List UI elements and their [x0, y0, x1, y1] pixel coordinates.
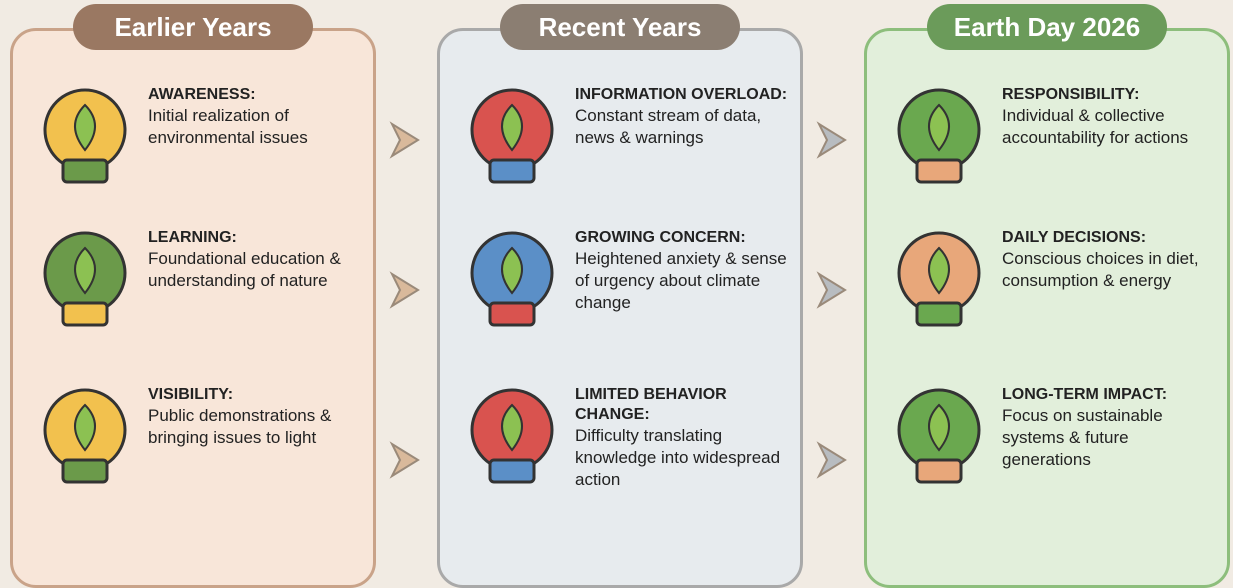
- chevron-arrow: [389, 121, 420, 159]
- icon-shape: [915, 158, 963, 184]
- item-text: Individual & collective accountability f…: [1002, 106, 1189, 147]
- item-text: Initial realization of environmental iss…: [148, 106, 308, 147]
- item-text: Public demonstrations & bringing issues …: [148, 406, 332, 447]
- item-heading: LIMITED BEHAVIOR CHANGE:: [575, 386, 727, 423]
- item-heading: LEARNING:: [148, 229, 237, 246]
- item-heading: INFORMATION OVERLOAD:: [575, 86, 788, 103]
- item-icon: [43, 388, 127, 484]
- column-title: Earth Day 2026: [927, 4, 1167, 50]
- icon-shape: [61, 158, 109, 184]
- icon-shape: [61, 458, 109, 484]
- chevron-arrow: [816, 441, 847, 479]
- item-icon: [470, 388, 554, 484]
- chevron-arrow: [389, 271, 420, 309]
- icon-shape: [488, 158, 536, 184]
- item-text: Focus on sustainable systems & future ge…: [1002, 406, 1163, 469]
- item: LEARNING: Foundational education & unders…: [148, 228, 364, 292]
- item-icon: [897, 231, 981, 327]
- icon-leaf: [501, 403, 523, 452]
- page: Earlier Years AWARENESS: Initial realizat…: [10, 4, 1230, 588]
- icon-shape: [915, 301, 963, 327]
- item-text: Constant stream of data, news & warnings: [575, 106, 762, 147]
- chevron-arrow: [816, 121, 847, 159]
- icon-leaf: [928, 103, 950, 152]
- item-heading: AWARENESS:: [148, 86, 256, 103]
- item-text: Difficulty translating knowledge into wi…: [575, 426, 781, 489]
- column-title: Recent Years: [500, 4, 740, 50]
- item-heading: GROWING CONCERN:: [575, 229, 746, 246]
- chevron-shape: [389, 121, 420, 159]
- item-icon: [470, 88, 554, 184]
- item-heading: LONG-TERM IMPACT:: [1002, 386, 1168, 403]
- item-icon: [43, 88, 127, 184]
- item-heading: VISIBILITY:: [148, 386, 234, 403]
- item-icon: [470, 231, 554, 327]
- item: GROWING CONCERN: Heightened anxiety & sen…: [575, 228, 791, 314]
- chevron-shape: [816, 441, 847, 479]
- chevron-shape: [389, 441, 420, 479]
- icon-shape: [915, 458, 963, 484]
- item-heading: RESPONSIBILITY:: [1002, 86, 1140, 103]
- icon-leaf: [928, 246, 950, 295]
- item-text: Heightened anxiety & sense of urgency ab…: [575, 249, 787, 312]
- item-icon: [43, 231, 127, 327]
- item: INFORMATION OVERLOAD: Constant stream of …: [575, 85, 791, 149]
- icon-shape: [488, 458, 536, 484]
- icon-leaf: [501, 246, 523, 295]
- icon-leaf: [74, 403, 96, 452]
- item: DAILY DECISIONS: Conscious choices in die…: [1002, 228, 1218, 292]
- item-text: Foundational education & understanding o…: [148, 249, 341, 290]
- icon-shape: [61, 301, 109, 327]
- item: AWARENESS: Initial realization of environ…: [148, 85, 364, 149]
- item: VISIBILITY: Public demonstrations & bring…: [148, 385, 364, 449]
- icon-leaf: [928, 403, 950, 452]
- chevron-shape: [389, 271, 420, 309]
- item: RESPONSIBILITY: Individual & collective a…: [1002, 85, 1218, 149]
- item: LONG-TERM IMPACT: Focus on sustainable sy…: [1002, 385, 1218, 471]
- item-icon: [897, 88, 981, 184]
- item: LIMITED BEHAVIOR CHANGE: Difficulty trans…: [575, 385, 791, 491]
- chevron-arrow: [816, 271, 847, 309]
- chevron-shape: [816, 271, 847, 309]
- item-icon: [897, 388, 981, 484]
- item-text: Conscious choices in diet, consumption &…: [1002, 249, 1199, 290]
- column-title: Earlier Years: [73, 4, 313, 50]
- icon-leaf: [74, 103, 96, 152]
- icon-shape: [488, 301, 536, 327]
- icon-leaf: [74, 246, 96, 295]
- chevron-arrow: [389, 441, 420, 479]
- icon-leaf: [501, 103, 523, 152]
- item-heading: DAILY DECISIONS:: [1002, 229, 1147, 246]
- chevron-shape: [816, 121, 847, 159]
